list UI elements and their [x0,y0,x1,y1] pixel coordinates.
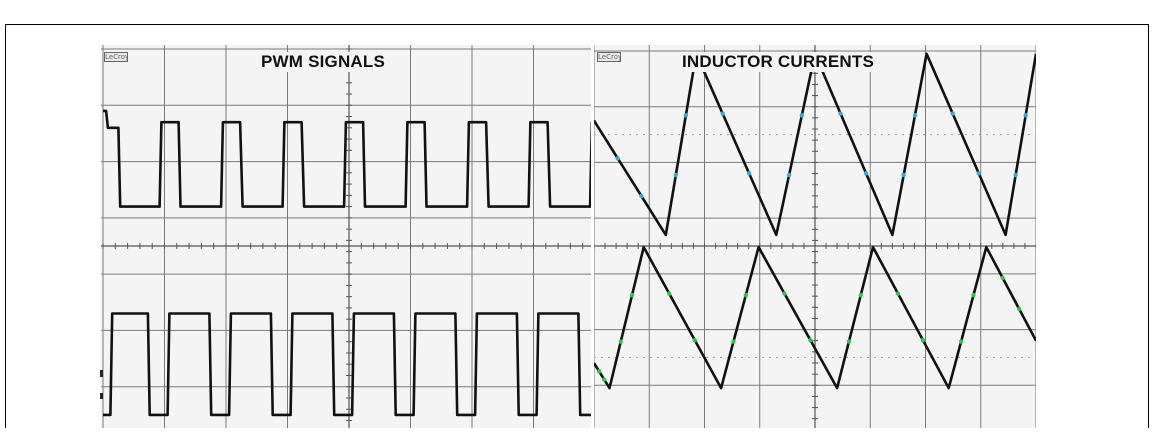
inductor-currents-plot [594,45,1036,428]
scope-logo: LeCroy [597,52,621,62]
sample-marker [786,172,792,178]
inductor-currents-title: INDUCTOR CURRENTS [680,52,876,72]
sample-marker [618,339,623,344]
sample-marker [692,337,697,343]
scope-logo: LeCroy [104,52,128,62]
sample-marker [1016,306,1022,312]
sample-marker [920,337,926,343]
sample-marker [782,291,787,296]
sample-marker [667,291,672,296]
sample-marker [1023,113,1028,118]
figure-frame [5,24,1149,428]
sample-marker [912,113,918,118]
sample-marker [1000,275,1005,281]
sample-marker [596,369,602,374]
inductor-currents-panel: LeCroy INDUCTOR CURRENTS [594,45,1036,428]
pwm-signals-panel: LeCroy PWM SIGNALS [100,45,591,428]
sample-marker [895,291,901,296]
edge-marker [100,370,103,377]
sample-marker [901,172,906,178]
sample-marker [629,292,635,298]
sample-marker [976,171,981,176]
signal-trace-2 [594,245,1036,390]
sample-marker [863,171,869,176]
sample-marker [808,337,813,343]
sample-marker [971,292,976,298]
sample-marker [615,156,620,161]
sample-marker [858,292,864,298]
sample-marker [602,377,607,382]
edge-marker [100,393,103,399]
pwm-signals-plot [101,45,591,428]
sample-marker [838,111,843,116]
sample-marker [846,339,852,344]
sample-marker [950,111,955,116]
sample-marker [958,339,964,344]
signal-trace-1 [103,109,591,208]
sample-marker [743,292,749,298]
sample-marker [799,113,805,118]
pwm-signals-title: PWM SIGNALS [259,52,388,72]
sample-marker [673,172,679,178]
sample-marker [720,111,725,116]
signal-trace-2 [103,312,591,417]
sample-marker [1013,172,1018,178]
sample-marker [731,339,736,344]
sample-marker [746,171,752,176]
sample-marker [639,193,644,199]
sample-marker [683,113,689,118]
